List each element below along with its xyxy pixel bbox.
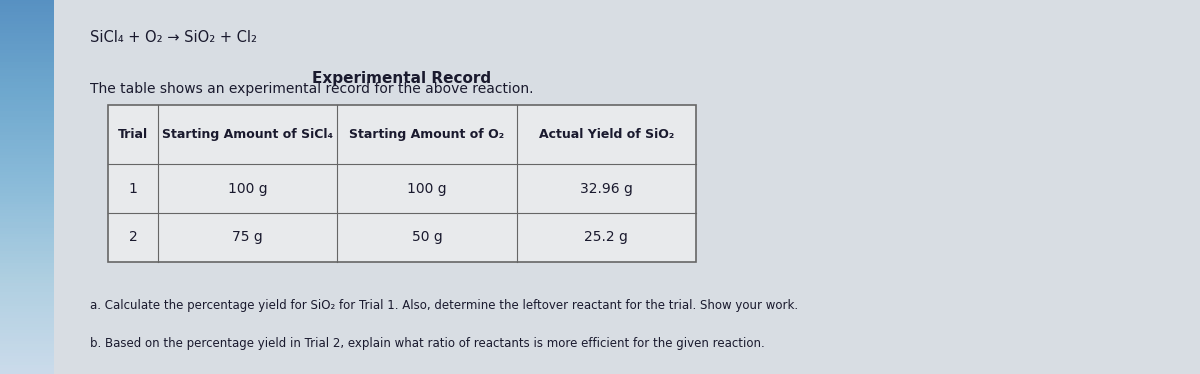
Text: 2: 2 [128,230,137,245]
Text: 1: 1 [128,182,138,196]
Text: Actual Yield of SiO₂: Actual Yield of SiO₂ [539,128,674,141]
Text: 75 g: 75 g [233,230,263,245]
Text: 50 g: 50 g [412,230,443,245]
Text: b. Based on the percentage yield in Trial 2, explain what ratio of reactants is : b. Based on the percentage yield in Tria… [90,337,764,350]
Text: 25.2 g: 25.2 g [584,230,629,245]
Text: 100 g: 100 g [407,182,446,196]
Text: Starting Amount of O₂: Starting Amount of O₂ [349,128,504,141]
Text: 32.96 g: 32.96 g [580,182,632,196]
Text: Starting Amount of SiCl₄: Starting Amount of SiCl₄ [162,128,334,141]
Text: Experimental Record: Experimental Record [312,71,492,86]
Text: 100 g: 100 g [228,182,268,196]
Text: The table shows an experimental record for the above reaction.: The table shows an experimental record f… [90,82,534,96]
Text: SiCl₄ + O₂ → SiO₂ + Cl₂: SiCl₄ + O₂ → SiO₂ + Cl₂ [90,30,257,45]
Bar [108,105,696,262]
Text: a. Calculate the percentage yield for SiO₂ for Trial 1. Also, determine the left: a. Calculate the percentage yield for Si… [90,299,798,312]
Text: Trial: Trial [118,128,148,141]
